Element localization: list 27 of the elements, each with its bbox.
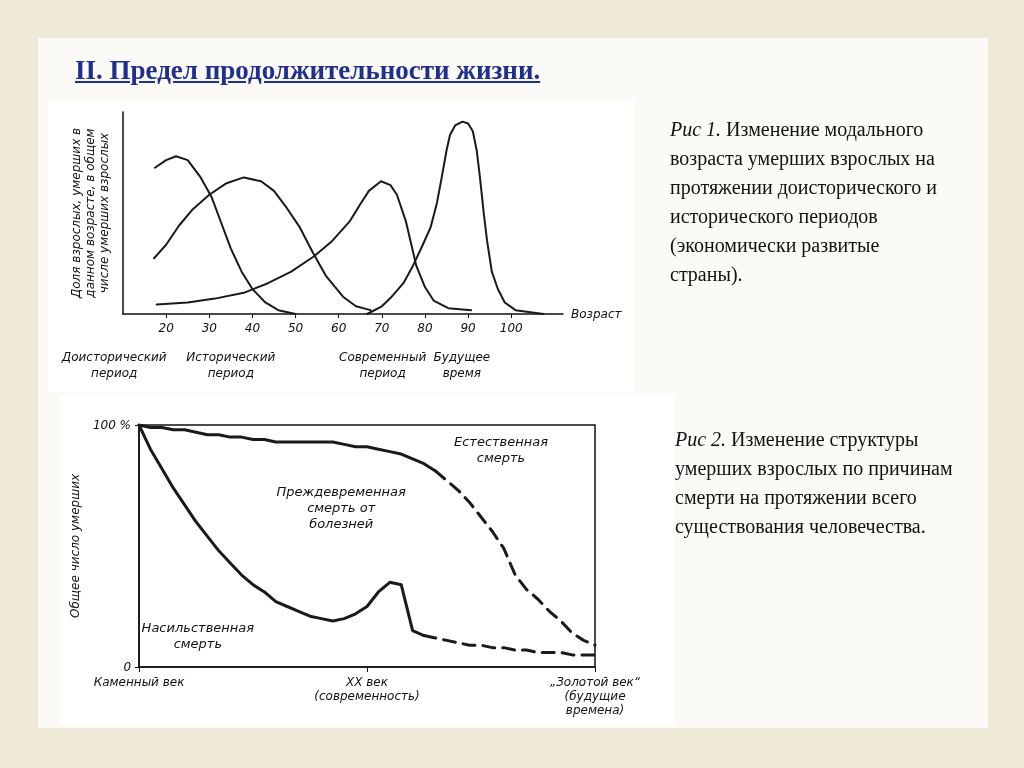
x-tick-label: 20: [158, 321, 175, 335]
x-tick-label: 100: [499, 321, 524, 335]
text: Доисторический период: [60, 349, 167, 380]
x-tick-label: 30: [201, 321, 218, 335]
x-tick-label: 80: [417, 321, 433, 335]
x-tick-label: 90: [460, 321, 477, 335]
x-tick-label: Каменный век: [93, 675, 186, 689]
text: Современный период: [339, 349, 427, 380]
text: Будущее время: [433, 349, 491, 380]
annotation: Насильственная смерть: [141, 620, 255, 652]
y-axis-title: Общее число умерших: [68, 473, 82, 619]
x-tick-label: 40: [244, 321, 261, 335]
text: Рис 2. Изменение структуры умерших взрослых по причинам смерти на протяжении всего существования человечества.: [675, 427, 954, 540]
x-tick-label: 70: [374, 321, 390, 335]
x-axis-title: Возраст: [571, 307, 623, 321]
x-tick-label: 50: [287, 321, 304, 335]
y-tick-label: 0: [123, 660, 132, 674]
x-tick-label: „Золотой век“ (будущие времена): [549, 675, 641, 717]
text: Исторический период: [186, 349, 276, 380]
annotation: Естественная смерть: [453, 433, 549, 465]
y-axis-title: Доля взрослых, умерших в данном возрасте, в общем числе умерших взрослых: [69, 127, 111, 300]
chart-title: II. Предел продолжительности жизни.: [75, 55, 541, 86]
x-tick-label: XX век (современность): [314, 675, 420, 703]
x-tick-label: 60: [331, 321, 347, 335]
y-tick-label: 100 %: [92, 418, 132, 432]
text: Рис 1. Изменение модального возраста умерших взрослых на протяжении доисторического и исторического периодов (экономически развитые страны).: [670, 117, 938, 288]
annotation: Преждевременная смерть от болезней: [276, 483, 406, 531]
